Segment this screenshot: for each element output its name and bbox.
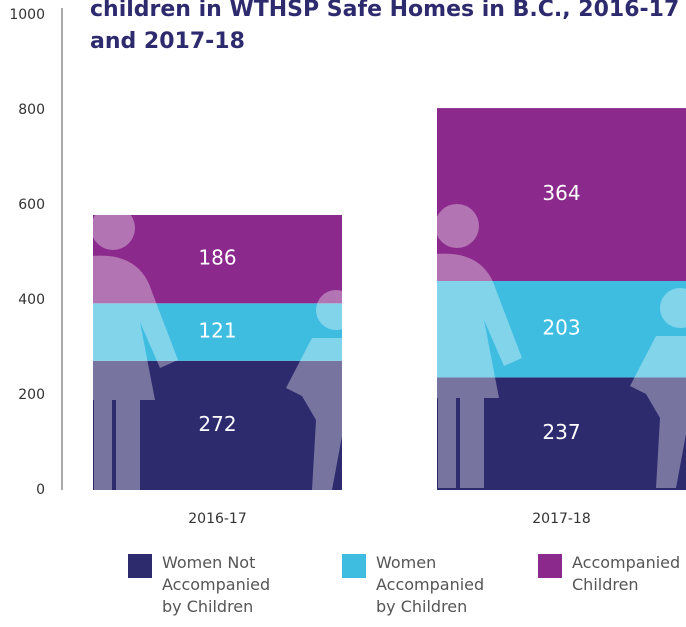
bar-segment bbox=[93, 214, 342, 304]
y-tick-label: 400 bbox=[18, 292, 45, 308]
data-label: 364 bbox=[542, 181, 580, 205]
bar-segment bbox=[93, 303, 342, 361]
data-label: 121 bbox=[198, 319, 236, 343]
bar-segment bbox=[93, 360, 342, 490]
woman-leg bbox=[116, 400, 140, 490]
legend-label: Women Accompanied by Children bbox=[376, 553, 485, 616]
legend-item: Women Not Accompanied by Children bbox=[128, 552, 287, 618]
legend-swatch bbox=[538, 554, 562, 578]
y-tick-label: 200 bbox=[18, 387, 45, 403]
legend-swatch bbox=[128, 554, 152, 578]
data-label: 237 bbox=[542, 420, 580, 444]
x-tick-label: 2017-18 bbox=[532, 511, 591, 527]
woman-leg bbox=[94, 400, 112, 490]
y-tick-label: 0 bbox=[36, 482, 45, 498]
legend-swatch bbox=[342, 554, 366, 578]
woman-body bbox=[93, 255, 178, 400]
y-tick-label: 800 bbox=[18, 102, 45, 118]
woman-head bbox=[93, 206, 135, 250]
legend-item: Accompanied Children bbox=[538, 552, 686, 596]
data-label: 203 bbox=[542, 316, 580, 340]
y-tick-label: 1000 bbox=[9, 7, 45, 23]
data-label: 186 bbox=[198, 246, 236, 270]
data-label: 272 bbox=[198, 412, 236, 436]
child-head bbox=[316, 290, 356, 330]
bar-segment bbox=[437, 108, 686, 281]
x-tick-label: 2016-17 bbox=[188, 511, 247, 527]
legend-label: Women Not Accompanied by Children bbox=[162, 553, 271, 616]
legend-item: Women Accompanied by Children bbox=[342, 552, 501, 618]
bars bbox=[93, 108, 686, 490]
chart-title: children in WTHSP Safe Homes in B.C., 20… bbox=[90, 0, 680, 54]
legend-label: Accompanied Children bbox=[572, 553, 681, 594]
y-tick-label: 600 bbox=[18, 197, 45, 213]
child-body bbox=[286, 338, 345, 490]
